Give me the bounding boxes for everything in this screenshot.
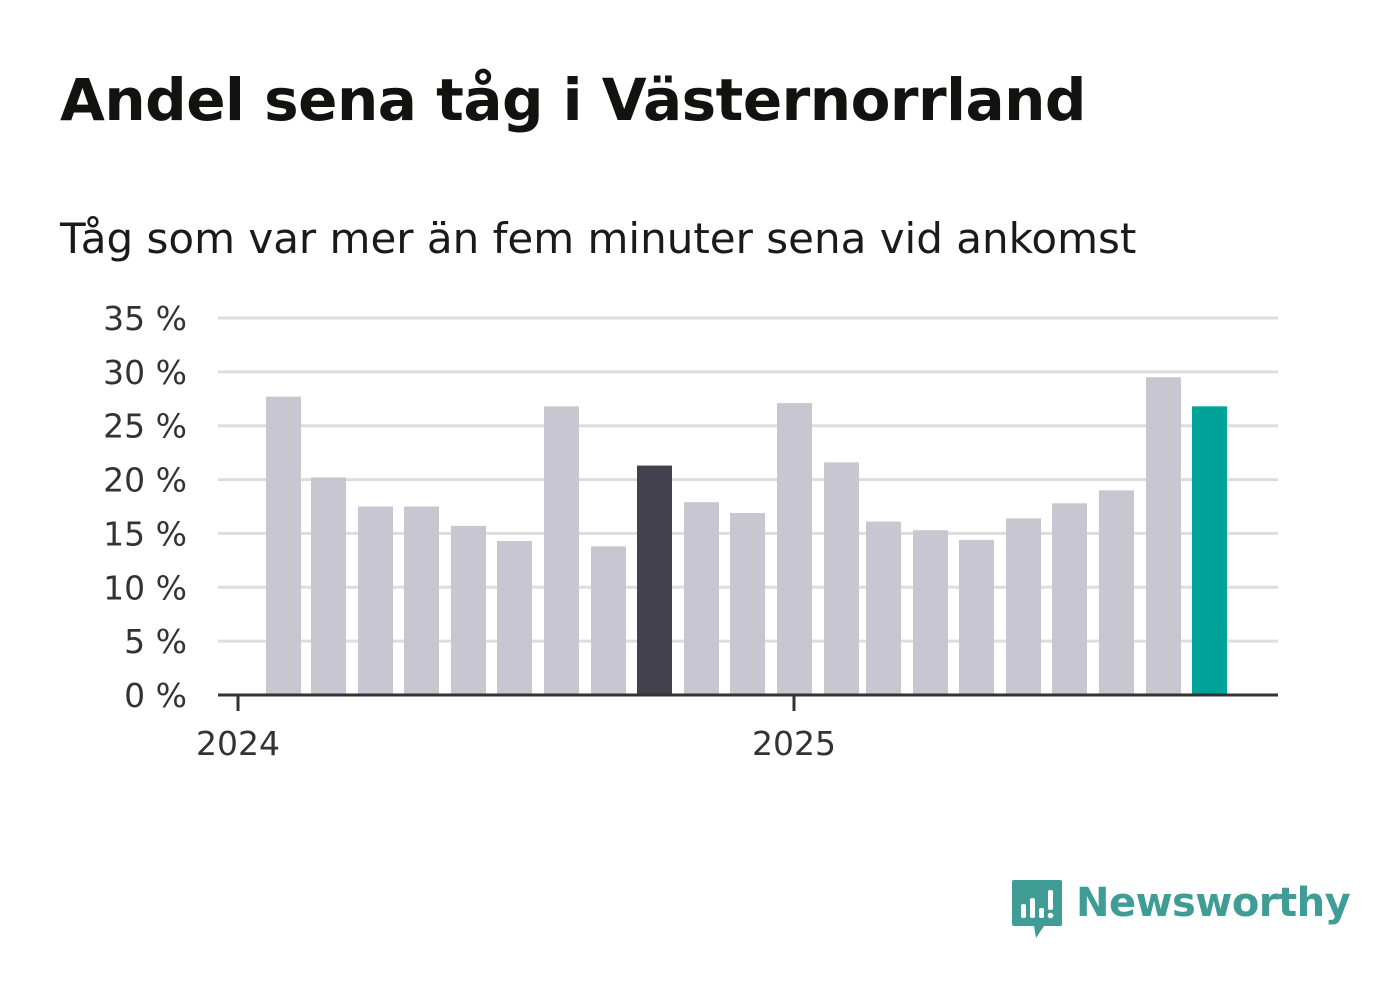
y-tick-label: 30 % <box>103 353 187 392</box>
y-tick-label: 15 % <box>103 514 187 553</box>
bar <box>1052 503 1087 695</box>
bar <box>358 506 393 695</box>
bar <box>591 546 626 695</box>
chart-subtitle: Tåg som var mer än fem minuter sena vid … <box>60 214 1137 263</box>
bar <box>777 403 812 695</box>
bar <box>311 477 346 695</box>
bar <box>451 525 486 695</box>
bar <box>730 512 765 695</box>
brand-logo: Newsworthy <box>1010 878 1351 942</box>
bar <box>404 506 439 695</box>
bar <box>913 530 948 695</box>
bar <box>497 540 532 695</box>
x-tick-label: 2024 <box>196 724 280 763</box>
x-tick-label: 2025 <box>752 724 836 763</box>
bar <box>544 406 579 695</box>
newsworthy-logo-icon <box>1012 880 1062 938</box>
bar <box>824 462 859 695</box>
bar <box>1146 377 1181 695</box>
y-tick-label: 35 % <box>103 299 187 338</box>
x-axis: 2024 2025 <box>196 693 1278 763</box>
bar <box>684 502 719 695</box>
y-tick-label: 0 % <box>124 676 187 715</box>
y-tick-label: 20 % <box>103 461 187 500</box>
y-tick-label: 10 % <box>103 568 187 607</box>
chart-title: Andel sena tåg i Västernorrland <box>60 66 1086 134</box>
y-tick-label: 25 % <box>103 407 187 446</box>
bar <box>866 521 901 695</box>
bar <box>637 465 672 695</box>
y-axis-labels: 0 % 5 % 10 % 15 % 20 % 25 % 30 % 35 % <box>103 299 187 715</box>
bar <box>1192 406 1227 695</box>
bars <box>266 377 1227 695</box>
bar <box>1099 490 1134 695</box>
bar-chart: 0 % 5 % 10 % 15 % 20 % 25 % 30 % 35 % 2024 2025 <box>103 299 1278 763</box>
y-tick-label: 5 % <box>124 622 187 661</box>
brand-name: Newsworthy <box>1076 880 1351 926</box>
bar <box>959 539 994 695</box>
bar <box>266 396 301 695</box>
bar <box>1006 518 1041 695</box>
